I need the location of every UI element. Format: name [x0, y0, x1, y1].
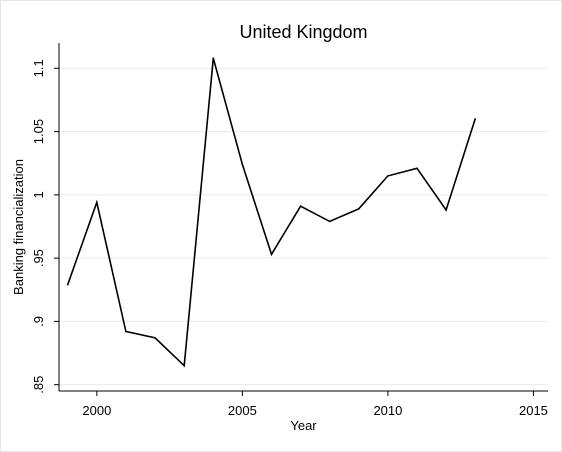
x-tick-label: 2005 — [228, 403, 257, 418]
x-tick-label: 2015 — [519, 403, 548, 418]
data-point — [96, 201, 98, 204]
axes — [58, 43, 548, 392]
data-point — [66, 283, 69, 286]
data-point — [328, 220, 331, 223]
data-point — [154, 337, 156, 339]
data-point — [299, 205, 302, 208]
data-point — [445, 209, 447, 211]
ticks: .85 .9 .95 1 1.05 1.1 2000 2005 2010 2015 — [31, 59, 548, 418]
x-tick-label: 2010 — [373, 403, 402, 418]
chart-title: United Kingdom — [239, 22, 367, 42]
grid-lines — [59, 67, 548, 386]
y-axis-title: Banking financialization — [11, 159, 26, 295]
data-point — [241, 163, 244, 166]
y-tick-label: .85 — [31, 376, 46, 394]
data-point — [212, 57, 215, 59]
data-point — [416, 167, 418, 170]
series-line-0 — [66, 57, 476, 368]
data-point — [358, 207, 360, 210]
y-tick-label: 1 — [31, 191, 46, 198]
data-point — [387, 175, 389, 177]
data-point — [474, 118, 477, 120]
y-tick-label: .95 — [31, 249, 46, 267]
x-axis-title: Year — [290, 418, 317, 433]
y-tick-label: 1.1 — [31, 59, 46, 77]
data-point — [183, 364, 185, 367]
data-point — [125, 330, 127, 333]
y-tick-label: 1.05 — [31, 119, 46, 144]
x-tick-label: 2000 — [82, 403, 111, 418]
data-point — [270, 253, 273, 256]
y-tick-label: .9 — [31, 316, 46, 327]
series-layer — [66, 57, 477, 368]
